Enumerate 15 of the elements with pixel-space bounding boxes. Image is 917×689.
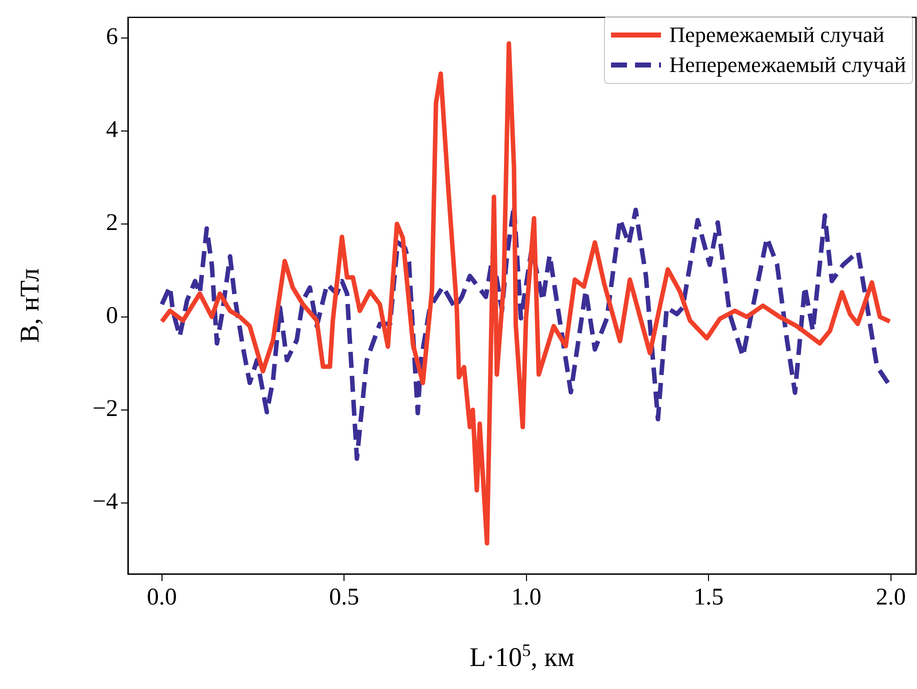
x-tick-label: 2.0 <box>876 584 906 611</box>
x-tick-label: 1.0 <box>511 584 542 611</box>
y-tick-label: 2 <box>106 210 118 236</box>
legend-label: Перемежаемый случай <box>669 22 884 48</box>
y-tick-label: 0 <box>106 303 118 330</box>
y-tick-label: −2 <box>92 396 118 422</box>
legend-label: Неперемежаемый случай <box>669 52 906 78</box>
y-tick-label: 6 <box>106 24 118 50</box>
x-tick-label: 1.5 <box>694 584 724 611</box>
y-axis-title: B, нТл <box>14 267 46 345</box>
x-tick-label: 0.0 <box>146 584 177 611</box>
x-tick-label: 0.5 <box>329 584 360 611</box>
y-tick-label: 4 <box>106 117 118 144</box>
y-tick-label: −4 <box>92 489 118 516</box>
x-axis-title: L·10$^{5}$, км <box>468 640 576 673</box>
